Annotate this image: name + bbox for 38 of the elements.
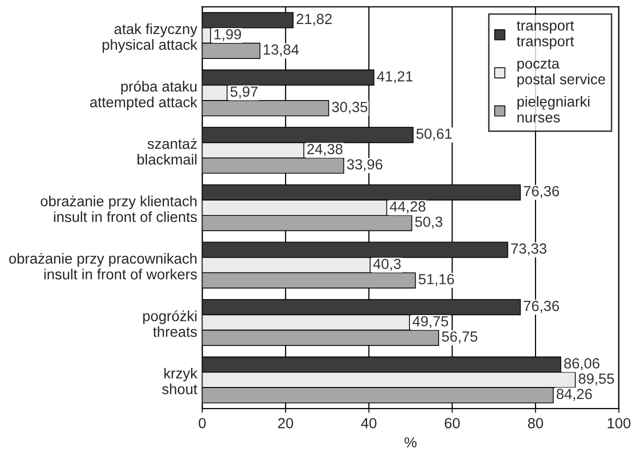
data-label: 44,28 — [390, 201, 426, 214]
x-axis-title: % — [404, 437, 416, 448]
y-tick-label: atak fizyczny physical attack — [102, 23, 198, 53]
data-label: 1,99 — [214, 29, 242, 42]
data-label: 50,61 — [416, 128, 452, 141]
data-label: 49,75 — [412, 316, 448, 328]
data-label: 76,36 — [524, 300, 559, 313]
data-label: 41,21 — [377, 71, 412, 84]
data-label: 50,3 — [415, 216, 442, 229]
x-tick-label: 60 — [444, 418, 460, 428]
legend-label: transport transport — [516, 21, 574, 50]
data-label: 21,82 — [296, 14, 332, 26]
y-tick-label: obrażanie przy pracownikach insult in front of workers — [9, 253, 197, 280]
data-label: 40,3 — [373, 258, 401, 271]
y-tick-label: pogróżki threats — [143, 310, 197, 337]
data-label: 5,97 — [230, 86, 258, 99]
data-label: 89,55 — [578, 373, 614, 386]
data-label: 33,96 — [347, 159, 382, 172]
legend-label: pielęgniarki nurses — [517, 96, 590, 122]
data-label: 56,75 — [442, 331, 478, 344]
data-label: 76,36 — [524, 186, 559, 198]
data-label: 30,35 — [332, 102, 368, 114]
y-tick-label: próba ataku attempted attack — [90, 80, 198, 110]
legend-label: poczta postal service — [517, 59, 606, 88]
data-label: 86,06 — [564, 358, 600, 370]
data-label: 84,26 — [556, 388, 592, 401]
y-tick-label: szantaż blackmail — [138, 138, 197, 165]
y-tick-label: obrażanie przy klientach insult in front of clients — [40, 196, 197, 222]
data-label: 13,84 — [264, 44, 299, 56]
data-label: 24,38 — [307, 144, 342, 156]
x-tick-label: 20 — [278, 418, 294, 428]
data-label: 73,33 — [511, 243, 546, 256]
y-tick-label: krzyk shout — [162, 368, 198, 394]
x-tick-label: 100 — [608, 418, 630, 428]
x-tick-label: 40 — [361, 418, 376, 428]
x-tick-label: 0 — [198, 418, 206, 428]
data-label: 51,16 — [418, 274, 454, 286]
x-tick-label: 80 — [528, 418, 544, 428]
